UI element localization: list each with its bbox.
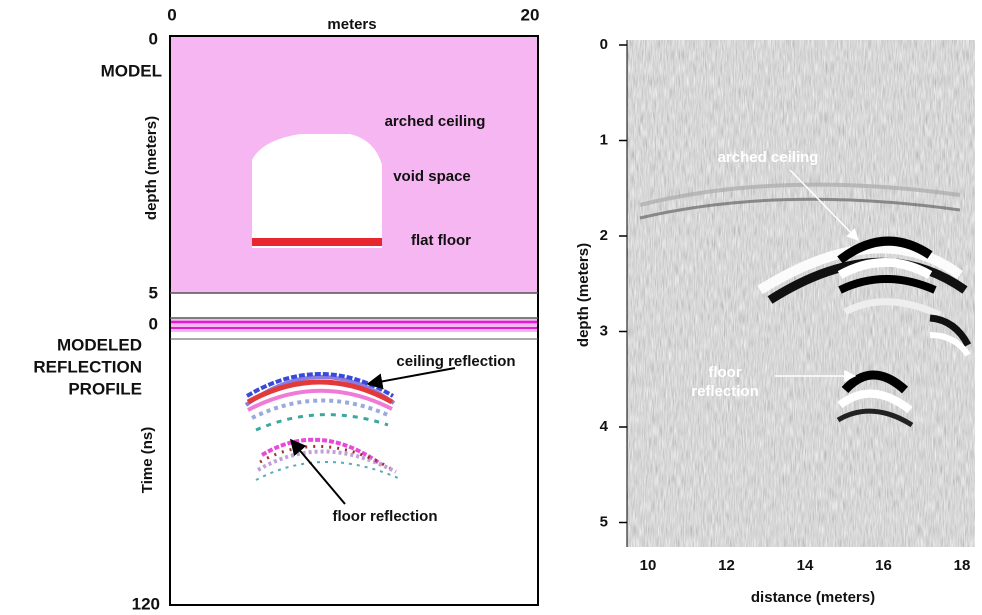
y-axis-label: depth (meters) <box>575 243 592 347</box>
depth-tick-label: 5 <box>149 283 158 302</box>
annotation: ceiling reflection <box>396 353 515 370</box>
y-tick-label: 5 <box>600 513 608 530</box>
y-tick-label: 4 <box>600 418 609 435</box>
profile-title: PROFILE <box>68 379 142 398</box>
annotation: arched ceiling <box>385 113 486 130</box>
void-space <box>252 134 382 248</box>
time-axis-label: Time (ns) <box>139 427 156 493</box>
profile-title: MODELED <box>57 335 142 354</box>
x-tick-label: 14 <box>797 557 814 574</box>
annotation: flat floor <box>411 232 471 249</box>
model-title: MODEL <box>101 61 162 80</box>
depth-tick-label: 0 <box>149 29 158 48</box>
x-tick-label: 10 <box>640 557 657 574</box>
annotation: floor reflection <box>332 508 437 525</box>
time-tick-label: 120 <box>132 594 160 613</box>
y-tick-label: 2 <box>600 227 608 244</box>
radargram-texture <box>627 40 975 547</box>
top-axis-label: meters <box>327 16 376 33</box>
x-tick-label: 16 <box>875 557 892 574</box>
annotation: floor <box>708 364 741 381</box>
profile-title: REFLECTION <box>33 357 142 376</box>
x-axis-label: distance (meters) <box>751 589 875 606</box>
x-tick-label: 18 <box>954 557 971 574</box>
flat-floor <box>252 238 382 246</box>
y-tick-label: 3 <box>600 322 608 339</box>
annotation: reflection <box>691 383 759 400</box>
right-panel: arched ceiling floor reflection depth (m… <box>575 40 975 606</box>
top-tick-label: 20 <box>521 5 540 24</box>
y-tick-label: 0 <box>600 36 608 53</box>
left-panel: 0 20 meters 0 5 MODEL depth (meters) arc… <box>33 5 539 613</box>
y-tick-label: 1 <box>600 131 608 148</box>
top-tick-label: 0 <box>167 5 176 24</box>
annotation: arched ceiling <box>718 149 819 166</box>
annotation: void space <box>393 168 471 185</box>
time-tick-label: 0 <box>149 314 158 333</box>
figure: 0 20 meters 0 5 MODEL depth (meters) arc… <box>0 0 982 615</box>
depth-axis-label: depth (meters) <box>143 116 160 220</box>
x-tick-label: 12 <box>718 557 735 574</box>
